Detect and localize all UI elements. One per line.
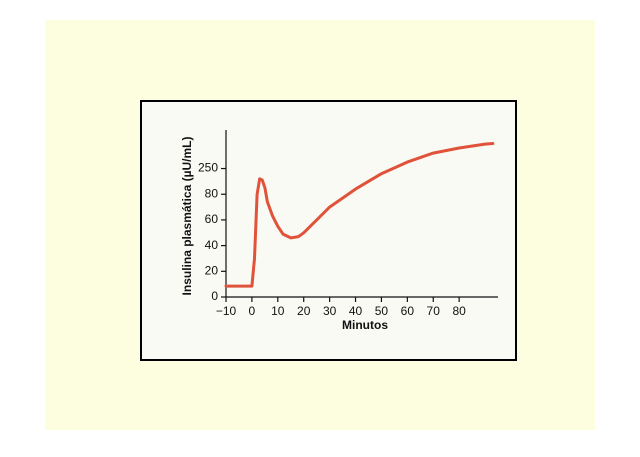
y-tick-label: 0 — [211, 289, 218, 303]
x-tick-label: 20 — [297, 304, 311, 318]
x-tick-label: 80 — [452, 304, 466, 318]
x-tick-label: 0 — [249, 304, 256, 318]
x-tick-label: 30 — [323, 304, 337, 318]
y-tick-label: 80 — [205, 186, 219, 200]
x-tick-label: −10 — [216, 304, 237, 318]
x-tick-label: 60 — [401, 304, 415, 318]
figure-frame — [140, 100, 517, 361]
y-tick-label: 20 — [205, 263, 219, 277]
x-tick-label: 40 — [349, 304, 363, 318]
y-tick-label: 250 — [198, 161, 218, 175]
x-tick-label: 70 — [427, 304, 441, 318]
x-axis-label: Minutos — [342, 318, 388, 332]
y-axis-label: Insulina plasmática (µU/mL) — [180, 137, 194, 296]
x-tick-label: 10 — [271, 304, 285, 318]
y-tick-label: 40 — [205, 238, 219, 252]
y-tick-label: 60 — [205, 212, 219, 226]
data-line — [224, 142, 495, 288]
x-tick-label: 50 — [375, 304, 389, 318]
